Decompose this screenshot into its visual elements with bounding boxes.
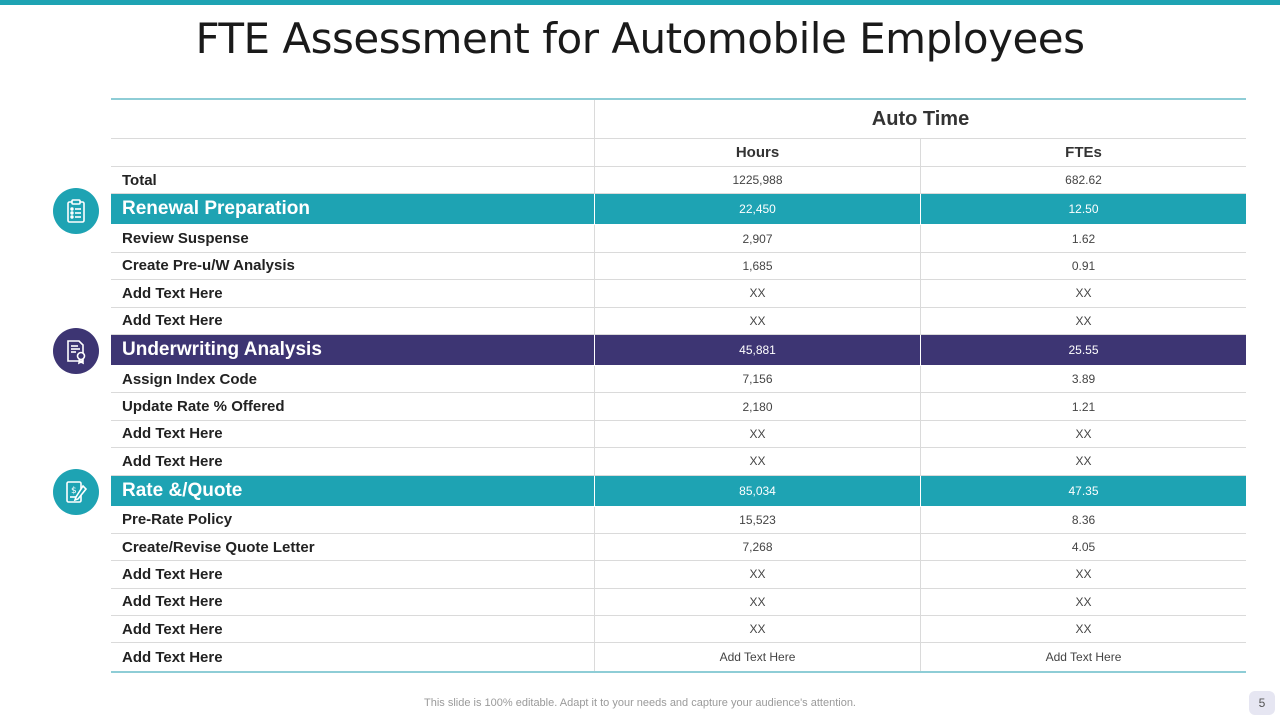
section-hours: 45,881 xyxy=(594,334,920,365)
table-row: Review Suspense 2,907 1.62 xyxy=(111,225,1246,253)
section-row-renewal-preparation: Renewal Preparation 22,450 12.50 xyxy=(111,194,1246,226)
row-hours: 1,685 xyxy=(594,252,920,280)
row-label: Update Rate % Offered xyxy=(122,398,285,416)
header-empty-cell xyxy=(111,100,594,138)
table-row: Update Rate % Offered 2,180 1.21 xyxy=(111,393,1246,421)
row-ftes: 1.21 xyxy=(920,393,1246,420)
table-row: Create Pre-u/W Analysis 1,685 0.91 xyxy=(111,252,1246,281)
section-ftes: 12.50 xyxy=(920,194,1246,225)
row-ftes: XX xyxy=(920,588,1246,616)
slide-title: FTE Assessment for Automobile Employees xyxy=(195,14,1085,63)
row-hours: XX xyxy=(594,307,920,334)
section-label: Underwriting Analysis xyxy=(122,338,322,360)
row-label: Create Pre-u/W Analysis xyxy=(122,257,295,275)
table-row: Add Text Here XX XX xyxy=(111,420,1246,449)
row-hours: 7,156 xyxy=(594,365,920,393)
row-label: Add Text Here xyxy=(122,648,223,666)
certificate-document-icon xyxy=(53,328,99,374)
clipboard-list-icon xyxy=(53,188,99,234)
row-hours: XX xyxy=(594,588,920,616)
row-label: Review Suspense xyxy=(122,230,249,248)
table-row: Pre-Rate Policy 15,523 8.36 xyxy=(111,506,1246,534)
row-hours: XX xyxy=(594,420,920,448)
row-label: Add Text Here xyxy=(122,425,223,443)
table-row: Add Text Here XX XX xyxy=(111,616,1246,644)
row-label: Add Text Here xyxy=(122,620,223,638)
row-label: Add Text Here xyxy=(122,312,223,330)
fte-table: Auto Time Hours FTEs Total 1225,988 682.… xyxy=(111,98,1246,673)
total-row: Total 1225,988 682.62 xyxy=(111,167,1246,195)
row-hours: 2,180 xyxy=(594,393,920,420)
table-row: Add Text Here XX XX xyxy=(111,588,1246,617)
row-hours: 15,523 xyxy=(594,506,920,533)
row-hours: XX xyxy=(594,448,920,475)
invoice-pen-icon: $ xyxy=(53,469,99,515)
row-ftes: Add Text Here xyxy=(920,643,1246,671)
row-label: Assign Index Code xyxy=(122,370,258,388)
section-label: Renewal Preparation xyxy=(122,198,310,220)
row-label: Add Text Here xyxy=(122,284,223,302)
row-ftes: 0.91 xyxy=(920,252,1246,280)
section-hours: 22,450 xyxy=(594,194,920,225)
table-row: Assign Index Code 7,156 3.89 xyxy=(111,365,1246,394)
header-empty-cell xyxy=(111,139,594,166)
row-label: Pre-Rate Policy xyxy=(122,511,233,529)
row-hours: XX xyxy=(594,561,920,588)
row-ftes: 3.89 xyxy=(920,365,1246,393)
total-label: Total xyxy=(122,171,157,189)
row-label: Create/Revise Quote Letter xyxy=(122,538,315,556)
table-row: Create/Revise Quote Letter 7,268 4.05 xyxy=(111,533,1246,562)
row-hours: XX xyxy=(594,280,920,307)
row-ftes: XX xyxy=(920,448,1246,475)
row-ftes: 1.62 xyxy=(920,225,1246,252)
section-ftes: 47.35 xyxy=(920,475,1246,506)
row-ftes: XX xyxy=(920,561,1246,588)
header-auto-time: Auto Time xyxy=(594,100,1246,138)
page-number: 5 xyxy=(1249,691,1275,715)
header-hours: Hours xyxy=(594,139,920,166)
total-ftes: 682.62 xyxy=(920,167,1246,194)
footer-note: This slide is 100% editable. Adapt it to… xyxy=(424,697,856,709)
row-label: Add Text Here xyxy=(122,593,223,611)
row-ftes: XX xyxy=(920,420,1246,448)
top-accent-bar xyxy=(0,0,1280,5)
row-ftes: XX xyxy=(920,280,1246,307)
total-hours: 1225,988 xyxy=(594,167,920,194)
row-hours: 2,907 xyxy=(594,225,920,252)
section-label: Rate &/Quote xyxy=(122,479,243,501)
table-header-group-row: Auto Time xyxy=(111,100,1246,139)
svg-text:$: $ xyxy=(71,486,77,496)
row-label: Add Text Here xyxy=(122,452,223,470)
section-ftes: 25.55 xyxy=(920,334,1246,365)
section-row-rate-quote: Rate &/Quote 85,034 47.35 xyxy=(111,475,1246,507)
row-hours: 7,268 xyxy=(594,533,920,561)
table-row: Add Text Here XX XX xyxy=(111,561,1246,589)
section-hours: 85,034 xyxy=(594,475,920,506)
table-row: Add Text Here XX XX xyxy=(111,280,1246,308)
table-row: Add Text Here XX XX xyxy=(111,307,1246,335)
row-label: Add Text Here xyxy=(122,565,223,583)
row-ftes: XX xyxy=(920,616,1246,643)
table-row: Add Text Here Add Text Here Add Text Her… xyxy=(111,643,1246,671)
row-hours: Add Text Here xyxy=(594,643,920,671)
row-ftes: XX xyxy=(920,307,1246,334)
section-row-underwriting-analysis: Underwriting Analysis 45,881 25.55 xyxy=(111,334,1246,366)
row-ftes: 4.05 xyxy=(920,533,1246,561)
table-row: Add Text Here XX XX xyxy=(111,448,1246,476)
table-header-columns-row: Hours FTEs xyxy=(111,139,1246,167)
row-hours: XX xyxy=(594,616,920,643)
header-ftes: FTEs xyxy=(920,139,1246,166)
row-ftes: 8.36 xyxy=(920,506,1246,533)
